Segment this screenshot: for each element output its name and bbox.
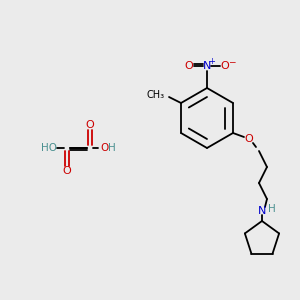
Text: HO: HO	[41, 143, 57, 153]
Text: O: O	[85, 120, 94, 130]
Text: +: +	[208, 56, 215, 65]
Text: N: N	[258, 206, 266, 216]
Text: N: N	[203, 61, 211, 71]
Text: O: O	[220, 61, 230, 71]
Text: O: O	[244, 134, 253, 144]
Text: H: H	[268, 204, 276, 214]
Text: O: O	[63, 166, 71, 176]
Text: CH₃: CH₃	[147, 90, 165, 100]
Text: −: −	[228, 58, 236, 67]
Text: H: H	[108, 143, 116, 153]
Text: O: O	[184, 61, 194, 71]
Text: O: O	[100, 143, 108, 153]
